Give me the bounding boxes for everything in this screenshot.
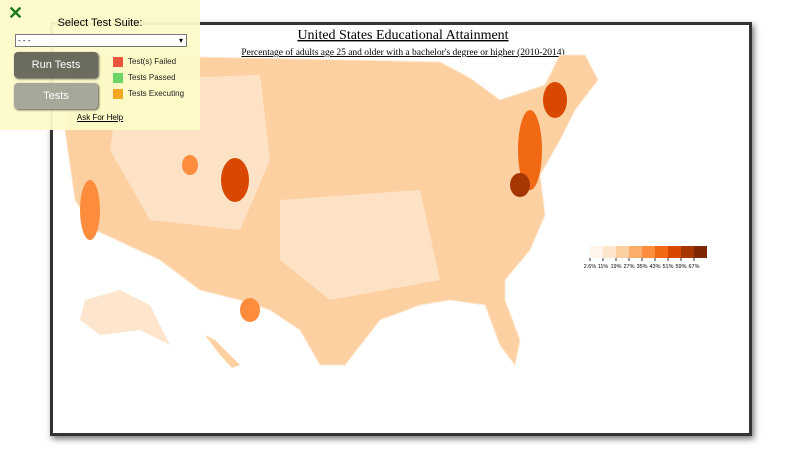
legend-swatch <box>668 246 681 258</box>
map-frame: United States Educational Attainment Per… <box>50 22 752 436</box>
hawaii <box>205 335 240 368</box>
status-label: Test(s) Failed <box>128 57 177 66</box>
help-link[interactable]: Ask For Help <box>76 113 124 122</box>
legend-swatch <box>629 246 642 258</box>
status-label: Tests Passed <box>128 73 176 82</box>
map-svg: United States Educational Attainment Per… <box>64 28 707 368</box>
legend-label: 11% <box>598 264 609 270</box>
region <box>80 180 100 240</box>
status-swatch <box>113 89 123 99</box>
status-label: Tests Executing <box>128 89 185 98</box>
legend-label: 27% <box>623 264 634 270</box>
status-swatch <box>113 57 123 67</box>
map-subtitle: Percentage of adults age 25 and older wi… <box>241 47 564 58</box>
legend-label: 19% <box>610 264 621 270</box>
test-panel: ✕ Select Test Suite: - - - ▾ Run Tests Te… <box>0 0 200 130</box>
legend-label: 67% <box>688 264 699 270</box>
region <box>510 173 530 197</box>
region <box>221 158 249 202</box>
tests-button[interactable]: Tests <box>14 83 98 109</box>
region <box>240 298 260 322</box>
region <box>182 155 198 175</box>
legend-label: 43% <box>649 264 660 270</box>
status-swatch <box>113 73 123 83</box>
region <box>543 82 567 118</box>
close-icon[interactable]: ✕ <box>8 3 24 23</box>
map-title: United States Educational Attainment <box>297 28 508 43</box>
legend-label: 35% <box>636 264 647 270</box>
legend-swatch <box>655 246 668 258</box>
us-map <box>64 54 599 368</box>
select-value: - - - <box>18 36 31 45</box>
legend-swatch <box>603 246 616 258</box>
legend-swatch <box>642 246 655 258</box>
legend-swatch <box>694 246 707 258</box>
select-label: Select Test Suite: <box>57 17 143 29</box>
legend-swatch <box>590 246 603 258</box>
region <box>280 190 440 300</box>
suite-select[interactable]: - - - ▾ <box>15 34 187 47</box>
legend-label: 2.6% <box>584 264 597 270</box>
legend-swatch <box>681 246 694 258</box>
alaska <box>80 290 170 345</box>
run-tests-button[interactable]: Run Tests <box>14 52 98 78</box>
dropdown-arrow: ▾ <box>178 36 183 45</box>
legend-label: 59% <box>675 264 686 270</box>
region <box>518 110 542 190</box>
color-legend: 2.6% 11% 19% 27% 35% 43% 51% 59% 67% <box>584 246 707 270</box>
legend-swatch <box>616 246 629 258</box>
legend-label: 51% <box>662 264 673 270</box>
